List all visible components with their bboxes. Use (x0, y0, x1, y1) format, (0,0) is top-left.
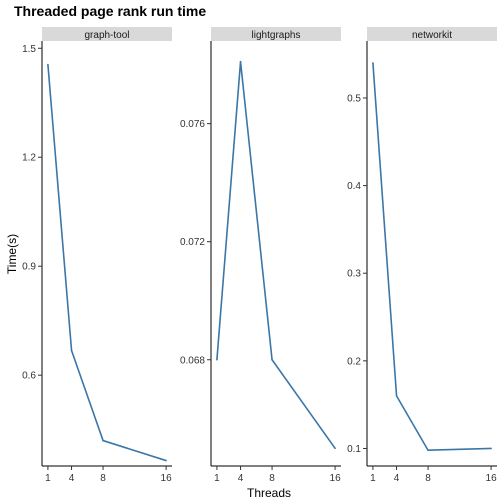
x-tick-label: 1 (45, 473, 51, 484)
facet-strip-label: graph-tool (84, 30, 129, 41)
x-tick-label: 16 (161, 473, 173, 484)
y-tick-label: 0.2 (347, 356, 361, 367)
facet-lightgraphs: lightgraphs 0.068 0.072 0.076 1 4 8 16 (180, 27, 341, 484)
data-point (102, 439, 104, 442)
y-tick-label: 1.2 (22, 153, 36, 164)
facet-graph-tool: graph-tool 0.6 0.9 1.2 1.5 1 4 8 16 (22, 27, 172, 484)
data-point (271, 358, 273, 361)
x-tick-label: 16 (486, 473, 498, 484)
data-point (372, 62, 374, 64)
facet-strip (211, 27, 341, 41)
series-line-graph-tool (47, 64, 167, 462)
series-line-networkit (372, 62, 492, 452)
y-tick-label: 0.3 (347, 269, 361, 280)
x-tick-label: 8 (100, 473, 106, 484)
x-tick-label: 4 (69, 473, 75, 484)
y-tick-label: 0.1 (347, 444, 361, 455)
y-tick-label: 0.6 (22, 371, 36, 382)
y-tick-label: 0.076 (180, 119, 205, 130)
facet-strip-label: lightgraphs (252, 30, 301, 41)
y-axis-label: Time(s) (5, 234, 19, 274)
data-point (239, 60, 242, 63)
x-tick-label: 4 (394, 473, 400, 484)
data-point (427, 449, 429, 452)
facet-panels: graph-tool 0.6 0.9 1.2 1.5 1 4 8 16 lightgraphs 0.… (22, 27, 497, 484)
x-tick-label: 1 (370, 473, 376, 484)
data-point (334, 447, 336, 450)
facet-strip-label: networkit (412, 30, 452, 41)
facet-networkit: networkit 0.1 0.2 0.3 0.4 0.5 1 4 8 16 (347, 27, 497, 484)
y-tick-label: 0.072 (180, 237, 205, 248)
chart-title: Threaded page rank run time (14, 3, 206, 19)
y-tick-label: 1.5 (22, 44, 36, 55)
y-tick-label: 0.4 (347, 181, 361, 192)
y-tick-label: 0.9 (22, 262, 36, 273)
y-tick-label: 0.5 (347, 93, 361, 104)
x-tick-label: 8 (269, 473, 275, 484)
data-point (70, 349, 73, 352)
x-axis-label: Threads (247, 486, 291, 500)
data-point (216, 358, 218, 361)
data-point (165, 459, 167, 462)
data-point (47, 63, 49, 66)
y-tick-label: 0.068 (180, 355, 205, 366)
x-tick-label: 1 (214, 473, 220, 484)
facet-strip (42, 27, 172, 41)
series-line-lightgraphs (216, 60, 336, 449)
x-tick-label: 16 (330, 473, 342, 484)
data-point (490, 447, 492, 450)
x-tick-label: 4 (238, 473, 244, 484)
data-point (395, 395, 398, 397)
x-tick-label: 8 (425, 473, 431, 484)
facet-strip (367, 27, 497, 41)
